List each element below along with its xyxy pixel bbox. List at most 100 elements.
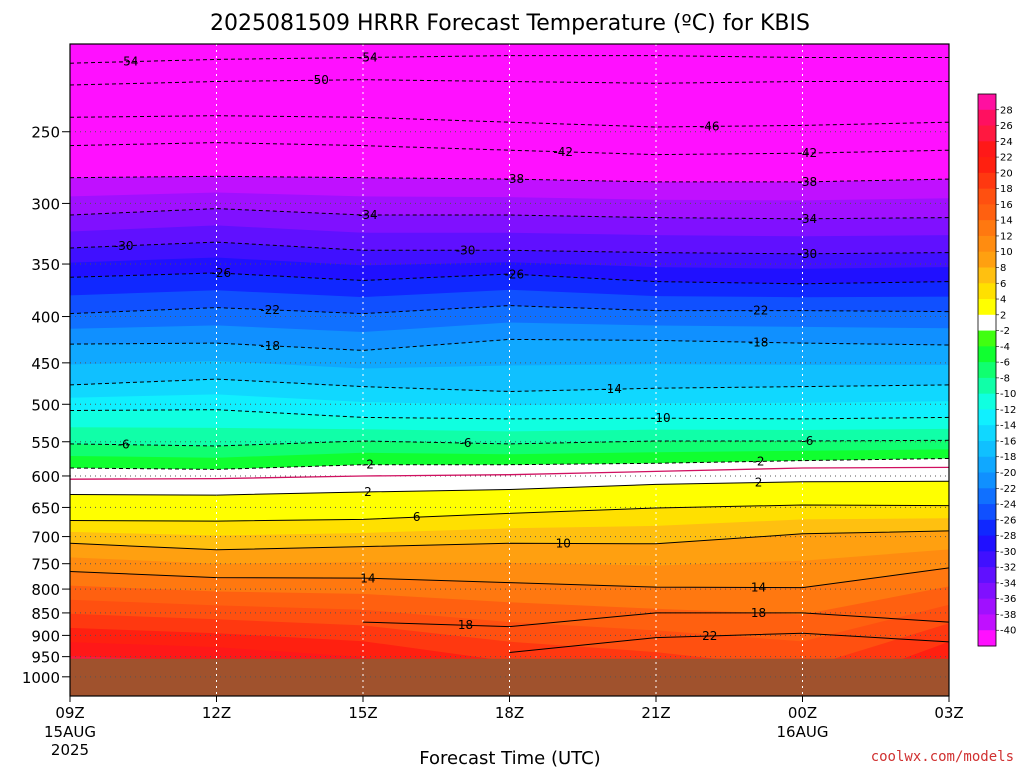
colorbar-label: -40 xyxy=(1000,626,1016,637)
colorbar-label: -24 xyxy=(1000,500,1016,511)
isotherm-2 xyxy=(70,480,949,496)
colorbar-label: -34 xyxy=(1000,578,1016,589)
isotherm-label: -18 xyxy=(749,335,769,349)
colorbar-label: -26 xyxy=(1000,515,1016,526)
colorbar-label: -20 xyxy=(1000,468,1016,479)
isotherm-label: 14 xyxy=(751,580,766,594)
colorbar-swatch xyxy=(978,393,996,410)
isotherm-label: -6 xyxy=(118,438,130,452)
colorbar-label: 2 xyxy=(1000,310,1006,321)
isotherm-label: -22 xyxy=(749,304,769,318)
isotherm-lines xyxy=(70,55,949,653)
colorbar-label: -16 xyxy=(1000,436,1016,447)
x-tick-date: 16AUG xyxy=(777,723,829,741)
colorbar-swatch xyxy=(978,551,996,568)
chart-title: 2025081509 HRRR Forecast Temperature (ºC… xyxy=(210,11,810,36)
x-axis-title: Forecast Time (UTC) xyxy=(419,748,600,768)
colorbar-swatch xyxy=(978,330,996,347)
y-tick-label: 1000 xyxy=(22,669,60,687)
colorbar-swatch xyxy=(978,582,996,600)
x-tick-label: 09Z xyxy=(55,704,84,722)
colorbar-swatch xyxy=(978,125,996,142)
isotherm-label: -34 xyxy=(798,212,818,226)
colorbar-swatch xyxy=(978,535,996,552)
x-tick-label: 00Z xyxy=(788,704,817,722)
ground-rect xyxy=(70,658,949,696)
isotherm-label: -6 xyxy=(460,436,472,450)
colorbar-swatch xyxy=(978,472,996,489)
isotherm-label: -38 xyxy=(505,172,525,186)
isotherm-label: -22 xyxy=(260,303,280,317)
colorbar-label: 16 xyxy=(1000,200,1013,211)
colorbar-label: -2 xyxy=(1000,326,1010,337)
y-tick-label: 850 xyxy=(31,605,60,623)
colorbar-swatch xyxy=(978,283,996,300)
isotherm-label: -2 xyxy=(753,454,765,468)
isotherm-18 xyxy=(362,612,949,628)
colorbar-label: -14 xyxy=(1000,421,1016,432)
colorbar-swatch xyxy=(978,314,996,332)
y-tick-label: 650 xyxy=(31,499,60,517)
colorbar-label: -6 xyxy=(1000,358,1010,369)
y-tick-label: 350 xyxy=(31,256,60,274)
colorbar-label: -28 xyxy=(1000,531,1016,542)
colorbar-swatch xyxy=(978,598,996,615)
colorbar-swatch xyxy=(978,267,996,284)
colorbar-swatch xyxy=(978,456,996,474)
x-tick-date: 15AUG xyxy=(44,723,96,741)
colorbar-swatch xyxy=(978,157,996,174)
isotherm-label: -30 xyxy=(456,243,476,257)
y-tick-label: 700 xyxy=(31,529,60,547)
y-tick-label: 900 xyxy=(31,627,60,645)
isotherm-label: 22 xyxy=(702,629,717,643)
colorbar-swatch xyxy=(978,614,996,631)
isotherm-label: -34 xyxy=(358,208,378,222)
isotherm-label: -54 xyxy=(358,50,378,64)
colorbar-swatch xyxy=(978,567,996,584)
colorbar-label: 28 xyxy=(1000,105,1013,116)
isotherm-label: -2 xyxy=(362,458,374,472)
y-tick-label: 550 xyxy=(31,434,60,452)
isotherm-label: 2 xyxy=(364,485,372,499)
colorbar-label: 20 xyxy=(1000,168,1013,179)
colorbar-label: 18 xyxy=(1000,184,1013,195)
isotherm-label: -10 xyxy=(651,411,671,425)
isotherm-label: -26 xyxy=(212,266,232,280)
isotherm-label: -14 xyxy=(602,382,622,396)
colorbar-swatch xyxy=(978,377,996,395)
colorbar-label: 4 xyxy=(1000,295,1006,306)
y-tick-label: 750 xyxy=(31,556,60,574)
isotherm-label: -42 xyxy=(553,145,573,159)
x-tick-label: 15Z xyxy=(348,704,377,722)
isotherm-label: 6 xyxy=(413,510,421,524)
colorbar-label: -32 xyxy=(1000,563,1016,574)
colorbar-label: 24 xyxy=(1000,137,1013,148)
isotherm-14 xyxy=(70,567,949,589)
isotherm-label: -38 xyxy=(798,175,818,189)
colorbar-frame xyxy=(977,93,997,647)
colorbar-label: -8 xyxy=(1000,373,1010,384)
isotherm-label: -30 xyxy=(114,239,134,253)
y-tick-label: 400 xyxy=(31,309,60,327)
colorbar-swatch xyxy=(978,519,996,537)
colorbar-swatch xyxy=(978,488,996,505)
isotherm-label: 18 xyxy=(458,618,473,632)
isotherm-label: 18 xyxy=(751,606,766,620)
colorbar-swatch xyxy=(978,235,996,253)
isotherm-label: -6 xyxy=(801,434,813,448)
colorbar-swatch xyxy=(978,346,996,363)
y-tick-label: 250 xyxy=(31,124,60,142)
colorbar-swatch xyxy=(978,94,996,111)
x-tick-label: 18Z xyxy=(495,704,524,722)
y-tick-label: 300 xyxy=(31,195,60,213)
isotherm-label: -42 xyxy=(798,146,818,160)
y-axis: 250 300 350 400 450 500 550 600 650 700 750 800 850 9… xyxy=(22,124,70,687)
isotherm-10 xyxy=(70,530,949,551)
y-tick-label: 450 xyxy=(31,355,60,373)
colorbar-swatch xyxy=(978,188,996,205)
colorbar-swatch xyxy=(978,440,996,458)
colorbar-label: 26 xyxy=(1000,121,1013,132)
colorbar-swatch xyxy=(978,251,996,268)
